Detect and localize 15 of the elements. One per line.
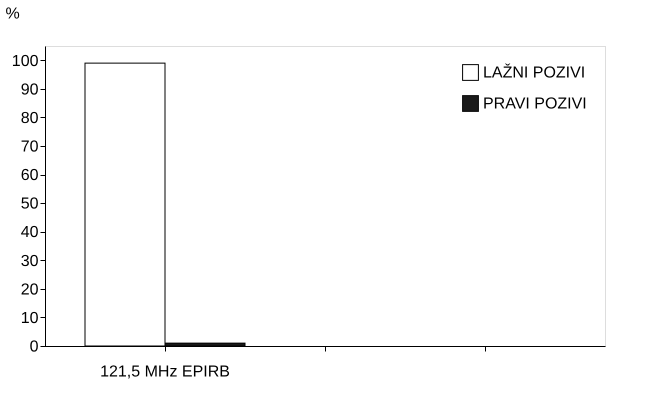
y-tick-label: 20 (20, 281, 39, 298)
y-tick-label: 10 (20, 310, 39, 327)
y-tick-label: 90 (20, 81, 39, 98)
legend-label: LAŽNI POZIVI (483, 64, 586, 82)
y-tick-label: 100 (12, 52, 39, 70)
y-tick-label: 30 (20, 252, 39, 270)
y-axis-title: % (6, 6, 20, 22)
x-tick-label: 121,5 MHz EPIRB (100, 364, 230, 380)
y-tick-label: 70 (20, 138, 39, 156)
legend-label: PRAVI POZIVI (483, 96, 587, 112)
y-tick-label: 50 (20, 196, 39, 213)
y-tick-label: 60 (20, 167, 39, 184)
y-tick-label: 80 (20, 110, 39, 127)
y-tick-label: 40 (20, 224, 39, 242)
y-tick-label: 0 (30, 338, 39, 356)
